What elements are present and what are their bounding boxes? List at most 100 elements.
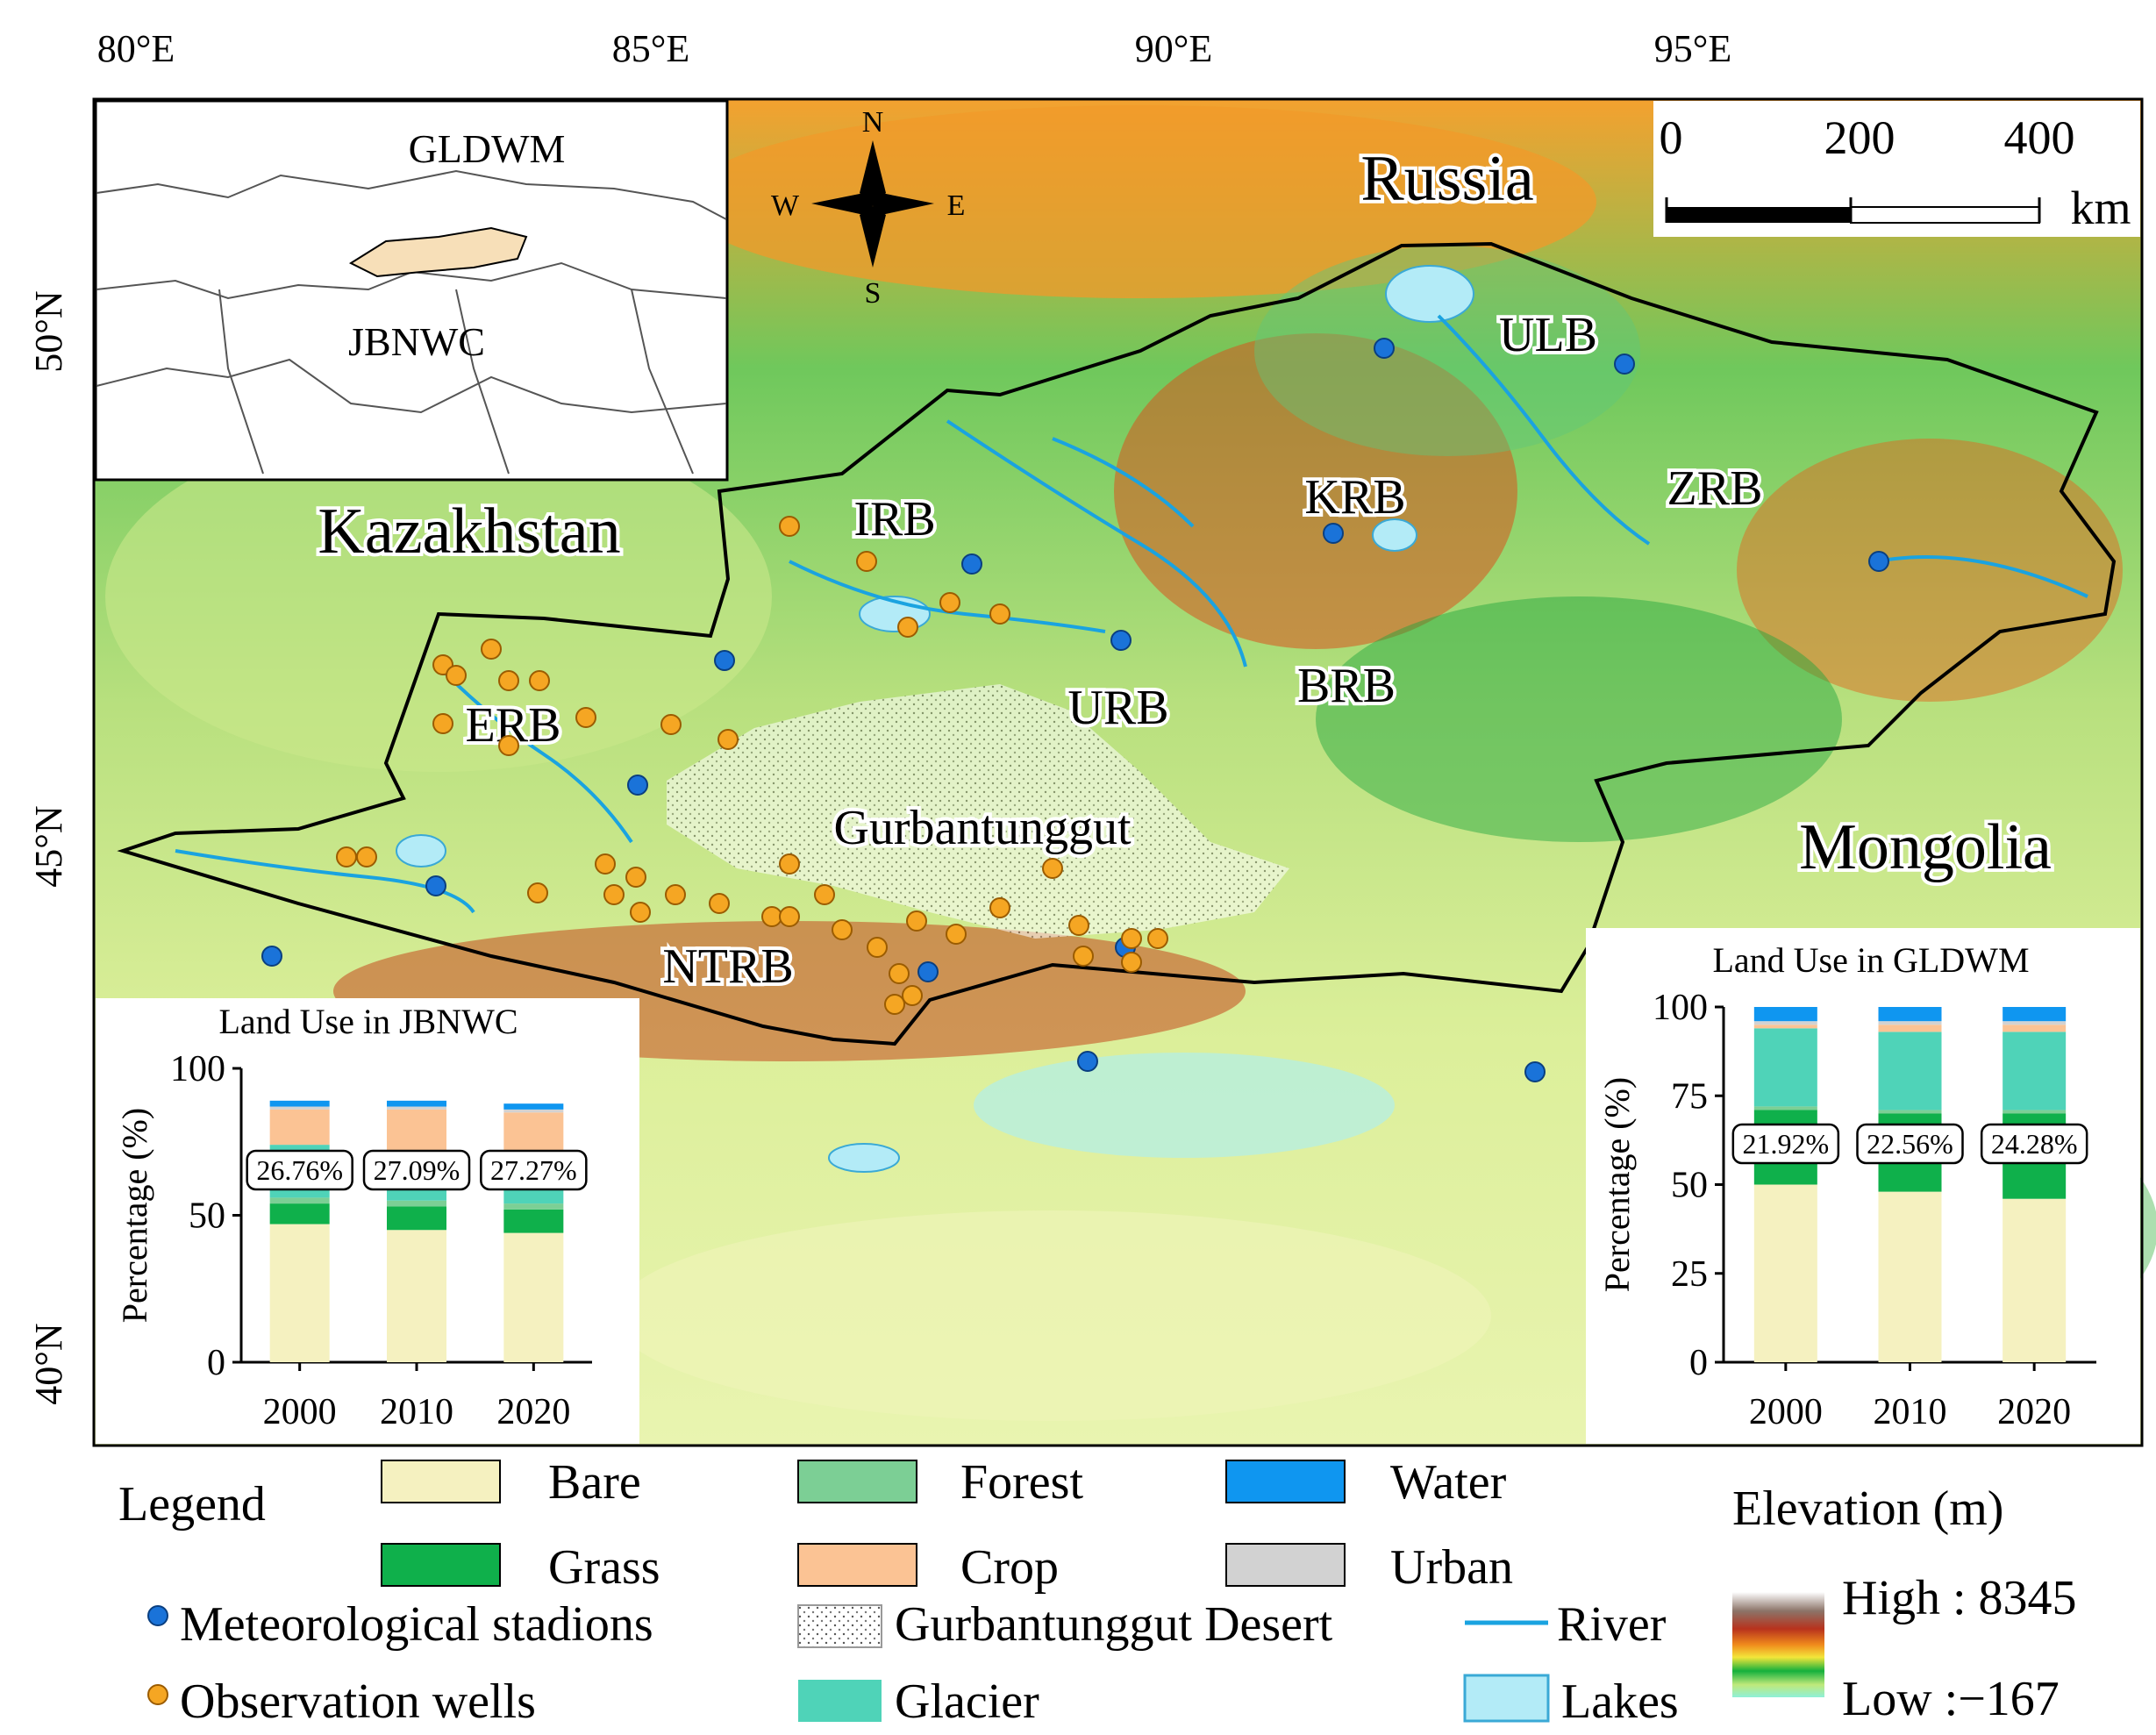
well-marker <box>603 884 625 905</box>
chart-jbnwc: Land Use in JBNWC 100 50 0 Percentage (%) 200… <box>115 1002 592 1432</box>
chart-xtick-label: 2020 <box>496 1392 570 1432</box>
bar-segment-water <box>269 1100 330 1107</box>
label-russia: Russia <box>1360 143 1533 215</box>
elevation-low: Low :−167 <box>1842 1672 2060 1726</box>
label-gurbantunggut: Gurbantunggut <box>833 801 1132 855</box>
bar-segment-bare <box>1753 1184 1817 1362</box>
legend-label-river: River <box>1557 1597 1667 1652</box>
legend-swatch-urban <box>1225 1543 1346 1587</box>
well-marker <box>889 963 910 984</box>
legend-label-bare: Bare <box>548 1455 641 1510</box>
share-label: 21.92% <box>1743 1128 1830 1160</box>
well-marker <box>1073 946 1094 967</box>
well-marker <box>498 670 519 691</box>
bar-segment-urban <box>503 1109 564 1113</box>
well-marker <box>761 906 782 927</box>
chart-xtick-label: 2010 <box>1874 1392 1947 1432</box>
chart-ytick-label: 0 <box>1689 1343 1708 1383</box>
station-marker <box>1614 353 1635 375</box>
bar-segment-crop <box>269 1109 330 1146</box>
label-mongolia: Mongolia <box>1799 811 2052 883</box>
lake <box>1385 265 1474 323</box>
well-marker <box>832 919 853 940</box>
bar-segment-forest <box>269 1197 330 1204</box>
observation-wells <box>336 516 1168 1015</box>
legend-station-icon <box>147 1605 168 1626</box>
elevation-title: Elevation (m) <box>1732 1482 2003 1536</box>
well-marker <box>709 893 730 914</box>
legend-swatch-bare <box>381 1460 501 1503</box>
station-marker <box>714 650 735 671</box>
legend-label-lakes: Lakes <box>1561 1674 1679 1729</box>
well-marker <box>1121 952 1142 973</box>
well-marker <box>902 985 923 1006</box>
station-marker <box>1323 523 1344 544</box>
bar-segment-water <box>387 1100 446 1107</box>
well-marker <box>939 592 960 613</box>
bar-segment-grass <box>269 1203 330 1224</box>
label-irb: IRB <box>853 492 935 546</box>
well-marker <box>814 884 835 905</box>
well-marker <box>856 551 877 572</box>
bar-segment-forest <box>387 1200 446 1207</box>
share-label-box <box>1980 1123 2088 1165</box>
station-marker <box>1524 1061 1546 1082</box>
well-marker <box>630 902 651 923</box>
well-marker <box>884 994 905 1015</box>
legend-swatch-water <box>1225 1460 1346 1503</box>
chart-ytick-label: 50 <box>1671 1166 1708 1206</box>
legend-label-crop: Crop <box>960 1540 1059 1595</box>
bar-segment-urban <box>1878 1021 1942 1025</box>
bar-segment-forest <box>1753 1106 1817 1110</box>
bar-segment-water <box>1753 1007 1817 1022</box>
bar-segment-crop <box>1878 1025 1942 1032</box>
chart-ytick-label: 25 <box>1671 1254 1708 1295</box>
legend-swatch-desert <box>797 1604 882 1648</box>
well-marker <box>481 639 502 660</box>
bar-segment-grass <box>387 1206 446 1231</box>
well-marker <box>432 713 453 734</box>
bar-segment-water <box>1878 1007 1942 1022</box>
scale-tick: 0 <box>1660 111 1683 164</box>
well-marker <box>897 617 918 638</box>
bar-segment-forest <box>503 1203 564 1210</box>
inset-study-area <box>348 226 528 278</box>
station-marker <box>961 553 982 575</box>
lake <box>396 834 446 868</box>
bar-segment-crop <box>2003 1025 2067 1032</box>
bar-segment-glacier <box>1753 1028 1817 1107</box>
legend-label-glacier: Glacier <box>895 1674 1039 1729</box>
legend-label-stations: Meteorological stadions <box>180 1597 653 1652</box>
compass-w: W <box>771 189 800 222</box>
country-labels: Russia Kazakhstan Mongolia <box>314 139 2054 887</box>
well-marker <box>498 735 519 756</box>
legend-label-forest: Forest <box>960 1455 1083 1510</box>
legend-swatch-lakes <box>1463 1674 1550 1723</box>
elevation-high: High : 8345 <box>1842 1571 2077 1625</box>
lake <box>828 1143 900 1173</box>
chart-title: Land Use in GLDWM <box>1712 940 2029 980</box>
chart-xtick-label: 2020 <box>1997 1392 2071 1432</box>
station-marker <box>261 946 282 967</box>
compass-n: N <box>862 106 884 139</box>
bar-segment-bare <box>503 1232 564 1362</box>
chart-xtick-label: 2000 <box>1749 1392 1823 1432</box>
well-marker <box>529 670 550 691</box>
bar-segment-urban <box>387 1106 446 1110</box>
legend-title: Legend <box>118 1477 266 1532</box>
chart-ylabel: Percentage (%) <box>115 1108 154 1323</box>
label-urb: URB <box>1067 681 1168 735</box>
north-arrow-icon: N S W E <box>771 106 965 310</box>
label-kazakhstan: Kazakhstan <box>318 496 620 568</box>
share-label: 22.56% <box>1867 1128 1953 1160</box>
lon-labels: 80°E 85°E 90°E 95°E <box>97 27 1731 70</box>
well-marker <box>717 729 739 750</box>
legend-label-wells: Observation wells <box>180 1674 536 1729</box>
bar-segment-urban <box>1753 1021 1817 1025</box>
share-label-box <box>480 1149 588 1191</box>
legend-label-grass: Grass <box>548 1540 660 1595</box>
well-marker <box>867 937 888 958</box>
lon-label: 80°E <box>97 27 175 70</box>
bar-segment-bare <box>1878 1191 1942 1362</box>
bar-segment-glacier <box>1878 1032 1942 1110</box>
